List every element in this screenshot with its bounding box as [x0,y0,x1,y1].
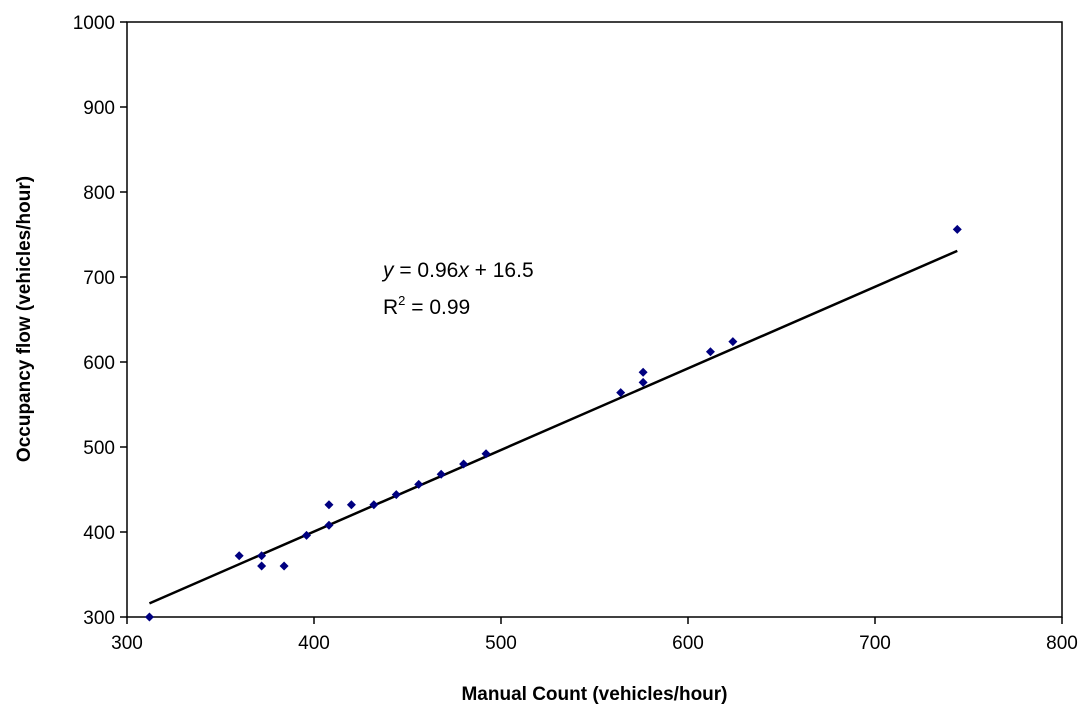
x-tick-label: 400 [298,633,330,654]
data-point [952,224,962,234]
y-tick-label: 800 [83,183,115,204]
trendline [148,249,958,605]
data-point [705,347,715,357]
y-axis-title: Occupancy flow (vehicles/hour) [14,176,35,462]
r-squared-label: R2 = 0.99 [383,293,470,319]
data-point [324,500,334,510]
x-tick-label: 500 [485,633,517,654]
data-point [257,561,267,571]
y-tick-label: 1000 [73,13,115,34]
data-point [638,367,648,377]
data-point [391,490,401,500]
points-layer [144,224,962,622]
data-point [144,612,154,622]
y-tick-label: 700 [83,268,115,289]
data-point [459,459,469,469]
data-point [234,551,244,561]
y-tick-label: 500 [83,438,115,459]
x-tick-label: 600 [672,633,704,654]
trendline-equation: y = 0.96x + 16.5 [381,259,534,282]
data-point [436,469,446,479]
data-point [414,479,424,489]
x-tick-label: 700 [859,633,891,654]
y-tick-label: 900 [83,98,115,119]
data-point [638,377,648,387]
data-point [616,388,626,398]
data-point [302,530,312,540]
y-tick-label: 300 [83,608,115,629]
data-point [346,500,356,510]
x-axis-title: Manual Count (vehicles/hour) [461,684,727,705]
data-point [324,520,334,530]
x-tick-label: 800 [1046,633,1078,654]
data-point [481,449,491,459]
data-point [279,561,289,571]
ticks-layer: 300 400 500 600 700 800 300 400 500 600 700 800 900 1… [73,13,1078,654]
y-tick-label: 400 [83,523,115,544]
x-tick-label: 300 [111,633,143,654]
data-point [728,337,738,347]
plot-area [126,21,1063,618]
y-tick-label: 600 [83,353,115,374]
data-point [257,551,267,561]
trendline-layer [148,249,958,605]
data-point [369,500,379,510]
